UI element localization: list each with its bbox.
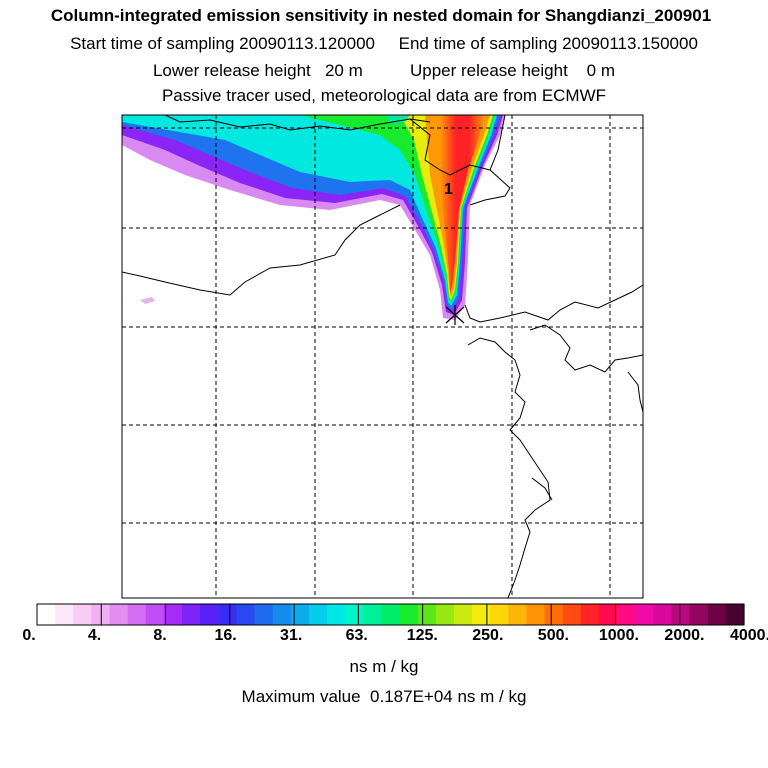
coastline: [467, 337, 551, 598]
colorbar-swatch: [345, 604, 364, 625]
colorbar-tick-label: 63.: [345, 627, 368, 644]
colorbar-frame: [36, 603, 745, 626]
colorbar-tick-label: 250.: [472, 627, 504, 644]
colorbar-tick-label: 4000.: [729, 627, 768, 644]
colorbar-swatch: [544, 604, 564, 625]
border-line: [122, 204, 401, 296]
border-line: [409, 118, 511, 206]
colorbar-swatch: [91, 604, 111, 625]
colorbar-tick-label: 125.: [406, 627, 438, 644]
colorbar-swatch: [363, 604, 383, 625]
border-line: [489, 115, 506, 171]
colorbar-swatch: [218, 604, 238, 625]
colorbar-swatch: [145, 604, 165, 625]
colorbar-swatch: [508, 604, 528, 625]
colorbar-swatch: [435, 604, 455, 625]
colorbar-swatch: [55, 604, 74, 625]
colorbar-swatch: [472, 604, 491, 625]
colorbar-swatch: [109, 604, 129, 625]
receptor-marker: [445, 305, 465, 325]
coastline: [464, 284, 643, 323]
colorbar-tick-label: 2000.: [664, 627, 705, 644]
colorbar-tick-label: 8.: [153, 627, 167, 644]
sensitivity-band-cyan: [122, 115, 497, 306]
colorbar-swatch: [37, 604, 56, 625]
colorbar-swatch: [327, 604, 346, 625]
colorbar-swatch: [182, 604, 201, 625]
colorbar-swatch: [653, 604, 673, 625]
colorbar-swatch: [290, 604, 310, 625]
colorbar-swatch: [272, 604, 292, 625]
colorbar-tick-label: 0.: [22, 627, 36, 644]
sensitivity-patch-violet: [140, 297, 155, 304]
colorbar-swatch: [417, 604, 437, 625]
colorbar-swatch: [399, 604, 419, 625]
colorbar-tick-label: 31.: [280, 627, 303, 644]
sampling-time-line: Start time of sampling 20090113.120000 E…: [70, 34, 698, 53]
point-label: 1: [444, 181, 453, 198]
colorbar-swatch: [254, 604, 274, 625]
colorbar-swatch: [580, 604, 600, 625]
colorbar-swatch: [689, 604, 709, 625]
colorbar-tick-label: 4.: [87, 627, 102, 644]
colorbar-swatch: [127, 604, 147, 625]
plot-title: Column-integrated emission sensitivity i…: [50, 6, 712, 25]
colorbar-swatch: [453, 604, 473, 625]
colorbar-swatch: [635, 604, 654, 625]
maximum-value-text: Maximum value 0.187E+04 ns m / kg: [241, 687, 527, 706]
colorbar-tick-label: 1000.: [598, 627, 639, 644]
colorbar-swatch: [526, 604, 546, 625]
map-frame: [121, 114, 644, 599]
coastline: [531, 477, 553, 501]
colorbar-swatch: [163, 604, 183, 625]
border-line: [164, 115, 431, 131]
colorbar-swatch: [73, 604, 92, 625]
colorbar-unit: ns m / kg: [349, 657, 419, 676]
colorbar-swatch: [671, 604, 691, 625]
colorbar-swatch: [725, 604, 745, 625]
colorbar-tick-label: 500.: [537, 627, 569, 644]
colorbar-swatch: [381, 604, 401, 625]
coastline: [627, 371, 643, 413]
tracer-info-line: Passive tracer used, meteorological data…: [161, 86, 607, 105]
coastline: [529, 324, 643, 373]
colorbar-swatch: [200, 604, 219, 625]
colorbar-tick-label: 16.: [214, 627, 237, 644]
release-height-line: Lower release height 20 m Upper release …: [152, 61, 616, 80]
colorbar-swatch: [308, 604, 328, 625]
colorbar-swatch: [707, 604, 727, 625]
colorbar-swatch: [236, 604, 256, 625]
sensitivity-band-red: [440, 115, 485, 292]
colorbar-swatch: [598, 604, 618, 625]
colorbar-swatch: [490, 604, 509, 625]
colorbar-swatch: [617, 604, 636, 625]
colorbar-swatch: [562, 604, 582, 625]
